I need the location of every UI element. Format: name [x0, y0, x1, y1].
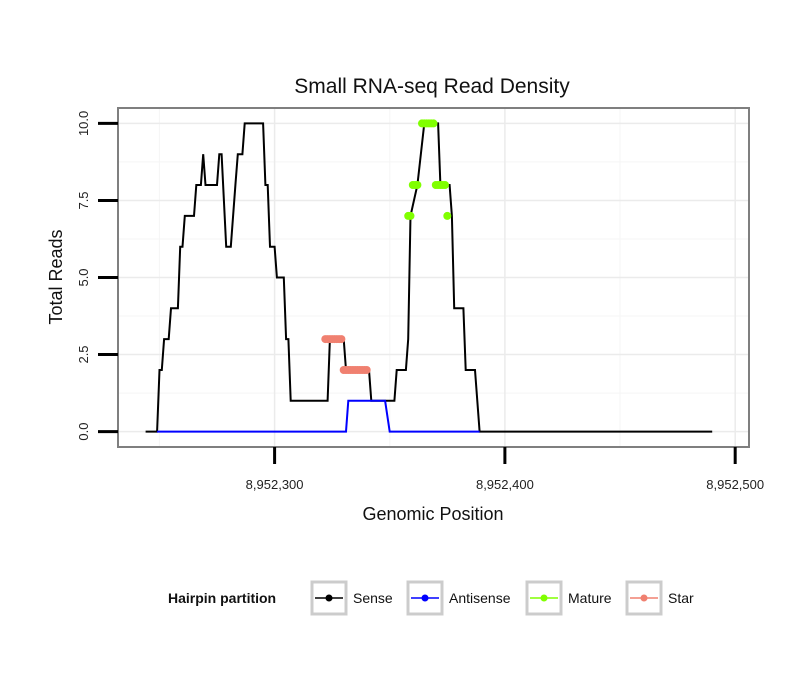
legend-dot-sense — [325, 594, 333, 602]
data-point-mature — [429, 119, 438, 128]
data-point-star — [337, 335, 346, 344]
legend-label-sense: Sense — [353, 590, 393, 606]
x-tick-label: 8,952,400 — [476, 477, 534, 492]
y-tick-label: 2.5 — [76, 345, 91, 363]
y-tick-label: 5.0 — [76, 268, 91, 286]
data-point-mature — [406, 211, 415, 220]
legend-entry-antisense: Antisense — [406, 580, 511, 616]
legend: Hairpin partition Sense Antisense Mature… — [168, 580, 694, 616]
chart-title: Small RNA-seq Read Density — [294, 75, 570, 98]
series-line-sense — [145, 122, 713, 433]
legend-dot-mature — [540, 594, 548, 602]
x-axis-title: Genomic Position — [362, 504, 503, 524]
legend-label-star: Star — [668, 590, 694, 606]
legend-dot-star — [640, 594, 648, 602]
y-axis-title: Total Reads — [46, 229, 66, 324]
legend-title: Hairpin partition — [168, 590, 276, 606]
series-line-antisense — [157, 399, 480, 433]
series-layer — [145, 119, 713, 433]
data-point-mature — [441, 181, 449, 189]
data-point-mature — [443, 211, 452, 220]
axis-layer: 0.0 2.5 5.0 7.5 10.0 8,952,300 8,952,400 8,952,… — [76, 111, 764, 492]
legend-entry-mature: Mature — [525, 580, 612, 616]
y-tick-label: 7.5 — [76, 191, 91, 209]
legend-entry-sense: Sense — [310, 580, 393, 616]
x-tick-label: 8,952,300 — [246, 477, 304, 492]
data-point-mature — [413, 181, 422, 189]
legend-entry-star: Star — [625, 580, 694, 616]
y-tick-label: 10.0 — [76, 111, 91, 136]
legend-dot-antisense — [421, 594, 429, 602]
data-point-star — [362, 366, 371, 374]
legend-label-antisense: Antisense — [449, 590, 511, 606]
legend-label-mature: Mature — [568, 590, 612, 606]
x-tick-label: 8,952,500 — [706, 477, 764, 492]
y-tick-label: 0.0 — [76, 423, 91, 441]
